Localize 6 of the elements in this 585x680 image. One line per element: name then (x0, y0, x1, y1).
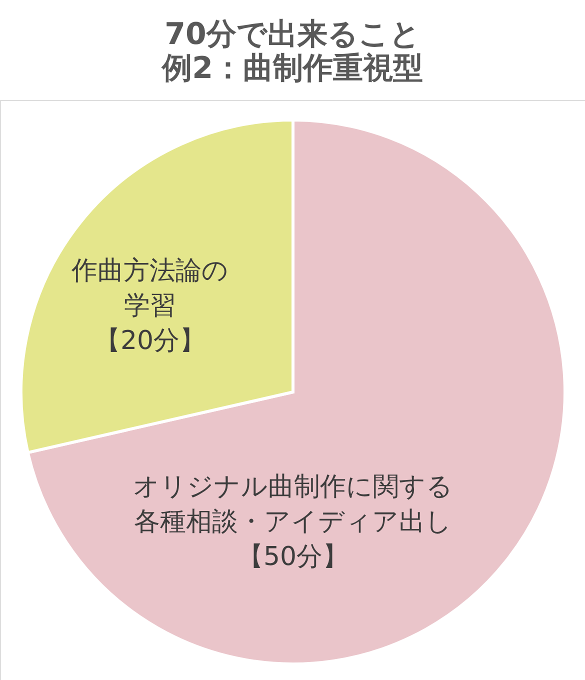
slice-label: オリジナル曲制作に関する各種相談・アイディア出し (133, 472, 453, 537)
chart-title: 70分で出来ること (164, 17, 420, 52)
data-label: 【20分】 (94, 326, 206, 356)
data-label: 【50分】 (237, 542, 349, 572)
slice-label: 作曲方法論の学習 (70, 256, 228, 321)
chart-subtitle: 例2：曲制作重視型 (161, 51, 423, 86)
